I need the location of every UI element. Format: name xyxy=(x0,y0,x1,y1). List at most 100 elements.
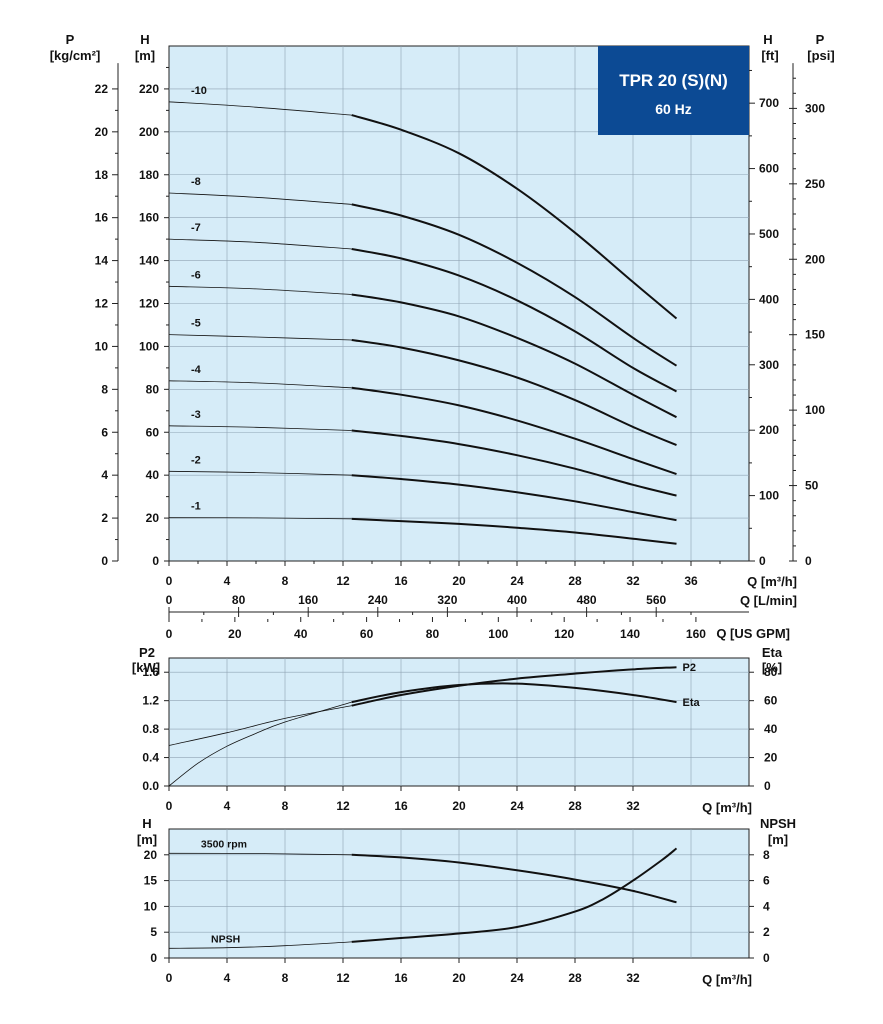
q-tick-label: 32 xyxy=(626,971,640,985)
h-m-tick-label: 60 xyxy=(146,425,160,439)
head-curve-light xyxy=(168,425,352,431)
q-tick-label: 8 xyxy=(282,971,289,985)
q-lmin-axis-label: Q [L/min] xyxy=(740,593,797,608)
head-curve-light xyxy=(168,470,352,476)
power-curve-bold xyxy=(351,682,677,704)
q-gpm-tick-label: 140 xyxy=(620,627,640,641)
head-curve-bold xyxy=(351,429,677,497)
p2-tick-label: 0.0 xyxy=(142,779,159,793)
head-curve-light xyxy=(168,285,352,295)
q-tick-label: 20 xyxy=(452,799,466,813)
p-psi-tick-label: 50 xyxy=(805,479,819,493)
p-psi-tick-label: 200 xyxy=(805,252,825,266)
p-psi-tick-label: 0 xyxy=(805,554,812,568)
head-curve-bold xyxy=(351,517,677,545)
q-tick-label: 24 xyxy=(510,971,524,985)
stage-label: -2 xyxy=(191,454,201,466)
q-m3h-tick-label: 32 xyxy=(626,574,640,588)
q-m3h-tick-label: 0 xyxy=(166,574,173,588)
h-ft-tick-label: 600 xyxy=(759,162,779,176)
stage-label: -3 xyxy=(191,409,201,421)
q-gpm-tick-label: 0 xyxy=(166,627,173,641)
p2-axis-unit: [kW] xyxy=(132,660,160,675)
p-psi-tick-label: 100 xyxy=(805,403,825,417)
head-curve-bold xyxy=(351,203,678,367)
head-curve-light xyxy=(168,101,352,116)
eta-axis-symbol: Eta xyxy=(762,645,783,660)
q-tick-label: 28 xyxy=(568,971,582,985)
p2-tick-label: 0.4 xyxy=(142,751,159,765)
p-kg-tick-label: 12 xyxy=(95,297,109,311)
q-lmin-tick-label: 400 xyxy=(507,593,527,607)
q-lmin-tick-label: 320 xyxy=(437,593,457,607)
npsh-tick-label: 0 xyxy=(763,951,770,965)
p-kg-tick-label: 4 xyxy=(101,468,108,482)
series-label: Eta xyxy=(683,697,701,709)
head-curve-bold xyxy=(351,474,677,522)
npsh-label: NPSH xyxy=(211,934,240,946)
eta-tick-label: 20 xyxy=(764,751,778,765)
p-psi-axis-unit: [psi] xyxy=(807,48,834,63)
p2-tick-label: 1.2 xyxy=(142,694,159,708)
q-tick-label: 16 xyxy=(394,799,408,813)
h-m-axis-symbol: H xyxy=(140,32,149,47)
q-gpm-tick-label: 40 xyxy=(294,627,308,641)
q-gpm-tick-label: 20 xyxy=(228,627,242,641)
p-kg-tick-label: 16 xyxy=(95,211,109,225)
q-tick-label: 0 xyxy=(166,799,173,813)
p-psi-tick-label: 150 xyxy=(805,328,825,342)
h-m-tick-label: 140 xyxy=(139,254,159,268)
h-ft-tick-label: 700 xyxy=(759,96,779,110)
head-curve-light xyxy=(168,334,352,341)
q-gpm-axis-label: Q [US GPM] xyxy=(716,626,790,641)
power-curve-light xyxy=(168,701,352,787)
eta-tick-label: 0 xyxy=(764,779,771,793)
p-kg-tick-label: 2 xyxy=(101,511,108,525)
h-ft-axis-symbol: H xyxy=(763,32,772,47)
q-gpm-tick-label: 160 xyxy=(686,627,706,641)
q-m3h-tick-label: 36 xyxy=(684,574,698,588)
q-gpm-tick-label: 60 xyxy=(360,627,374,641)
q-m3h-tick-label: 28 xyxy=(568,574,582,588)
q-tick-label: 0 xyxy=(166,971,173,985)
head-curve-light xyxy=(168,238,352,250)
h-ft-tick-label: 100 xyxy=(759,489,779,503)
p-kg-tick-label: 22 xyxy=(95,82,109,96)
model-title-box: TPR 20 (S)(N) 60 Hz xyxy=(598,46,749,135)
eta-tick-label: 60 xyxy=(764,694,778,708)
q-tick-label: 28 xyxy=(568,799,582,813)
h-ft-tick-label: 400 xyxy=(759,292,779,306)
q-tick-label: 16 xyxy=(394,971,408,985)
q-tick-label: 12 xyxy=(336,971,350,985)
q-lmin-tick-label: 80 xyxy=(232,593,246,607)
h-m-tick-label: 120 xyxy=(139,297,159,311)
h-tick-label: 15 xyxy=(144,874,158,888)
q-axis-label: Q [m³/h] xyxy=(702,972,752,987)
h-axis-symbol: H xyxy=(142,816,151,831)
q-lmin-tick-label: 160 xyxy=(298,593,318,607)
head-curve-light xyxy=(168,517,352,520)
h-ft-tick-label: 0 xyxy=(759,554,766,568)
p2-axis-symbol: P2 xyxy=(139,645,155,660)
q-gpm-tick-label: 100 xyxy=(488,627,508,641)
p2-tick-label: 1.6 xyxy=(142,665,159,679)
h-m-axis-unit: [m] xyxy=(135,48,155,63)
eta-tick-label: 40 xyxy=(764,722,778,736)
h-m-tick-label: 160 xyxy=(139,211,159,225)
h-ft-tick-label: 200 xyxy=(759,423,779,437)
npsh-tick-label: 8 xyxy=(763,848,770,862)
stage-label: -5 xyxy=(191,318,201,330)
p-kg-axis-symbol: P xyxy=(66,32,75,47)
series-label: P2 xyxy=(683,662,696,674)
head-curve-bold xyxy=(351,248,677,393)
q-m3h-tick-label: 4 xyxy=(224,574,231,588)
stage-label: -10 xyxy=(191,85,207,97)
p-kg-tick-label: 18 xyxy=(95,168,109,182)
power-curve-bold xyxy=(351,666,677,707)
q-gpm-tick-label: 120 xyxy=(554,627,574,641)
eta-tick-label: 80 xyxy=(764,665,778,679)
h-m-tick-label: 180 xyxy=(139,168,159,182)
npsh-axis-unit: [m] xyxy=(768,832,788,847)
